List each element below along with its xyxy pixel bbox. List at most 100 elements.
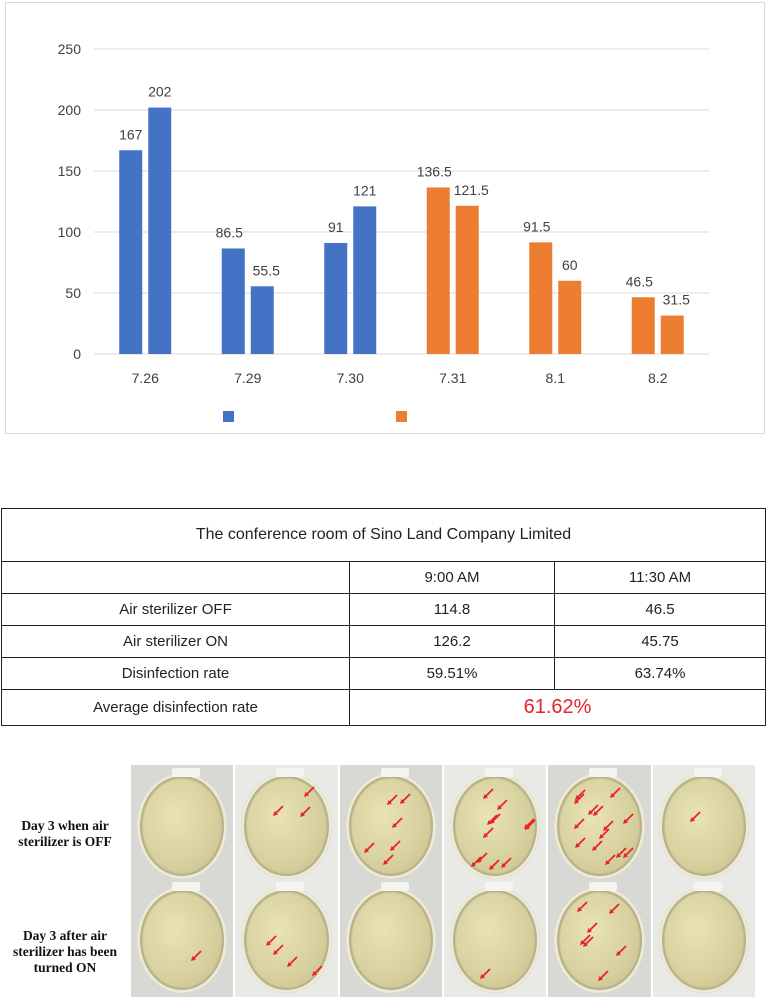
colony-arrow-icon — [582, 935, 594, 947]
data-label: 167 — [119, 126, 143, 142]
cell-value: 126.2 — [349, 625, 555, 658]
colony-arrow-icon — [489, 813, 501, 825]
dish-label-tag — [484, 882, 513, 891]
colony-arrow-icon — [602, 820, 614, 831]
bar — [455, 205, 479, 354]
petri-dish-photo — [235, 765, 338, 883]
colony-arrow-icon — [382, 854, 394, 866]
colony-arrow-icon — [470, 856, 482, 868]
bar — [353, 206, 377, 354]
dish-label-tag — [380, 882, 409, 891]
colony-arrow-icon — [524, 819, 536, 831]
bar — [631, 297, 655, 354]
petri-dish-photo — [548, 765, 651, 883]
bar — [324, 242, 348, 354]
dish-label-tag — [171, 882, 200, 891]
colony-arrow-icon — [604, 854, 616, 865]
average-value: 61.62% — [349, 689, 766, 726]
dish-label-tag — [380, 768, 409, 777]
petri-dish-photo — [652, 765, 755, 883]
dish-label-tag — [693, 768, 722, 777]
y-tick-label: 50 — [65, 285, 81, 301]
legend-swatch — [396, 411, 407, 422]
x-tick-label: 7.29 — [234, 370, 261, 386]
header-9am: 9:00 AM — [349, 561, 555, 594]
table-row: Air sterilizer ON 126.2 45.75 — [1, 625, 766, 658]
agar-surface — [351, 893, 430, 987]
colony-arrow-icon — [486, 814, 498, 826]
data-label: 60 — [562, 257, 578, 273]
label-sterilizer-off: Day 3 when air sterilizer is OFF — [18, 818, 112, 849]
agar-surface — [560, 893, 639, 987]
petri-dish-photo — [443, 879, 547, 997]
petri-dish-row-on — [131, 879, 755, 997]
row-label: Disinfection rate — [1, 657, 350, 690]
petri-dish-photo — [339, 765, 442, 883]
petri-dish-photo — [548, 879, 651, 997]
petri-dish-photo — [131, 879, 234, 997]
colony-arrow-icon — [622, 847, 634, 859]
agar-surface — [664, 779, 743, 873]
colony-arrow-icon — [597, 970, 609, 982]
colony-arrow-icon — [363, 841, 375, 853]
colony-arrow-icon — [592, 805, 604, 816]
bar — [660, 315, 684, 354]
bar — [558, 280, 582, 354]
colony-arrow-icon — [574, 837, 586, 848]
colony-arrow-icon — [576, 901, 588, 912]
petri-dish-photo — [339, 879, 442, 997]
petri-dish-photo — [235, 879, 338, 997]
colony-arrow-icon — [573, 818, 585, 830]
label-sterilizer-on: Day 3 after air sterilizer has been turn… — [13, 928, 117, 975]
data-label: 91.5 — [523, 218, 550, 234]
colony-arrow-icon — [190, 950, 202, 961]
colony-arrow-icon — [399, 792, 411, 804]
x-tick-label: 8.1 — [546, 370, 566, 386]
agar-surface — [143, 779, 222, 873]
data-label: 202 — [148, 84, 172, 100]
colony-arrow-icon — [608, 903, 620, 915]
colony-arrow-icon — [303, 786, 315, 798]
petri-dish-photo — [652, 879, 755, 997]
colony-arrow-icon — [311, 964, 323, 976]
bar — [221, 248, 245, 354]
cell-value: 59.51% — [349, 657, 555, 690]
dish-label-tag — [171, 768, 200, 777]
colony-arrow-icon — [587, 804, 600, 816]
row-label: Air sterilizer ON — [1, 625, 350, 658]
header-1130am: 11:30 AM — [554, 561, 766, 594]
y-tick-label: 250 — [58, 41, 82, 57]
dish-label-tag — [276, 882, 305, 891]
legend-swatch — [223, 411, 234, 422]
bar — [250, 286, 274, 354]
header-blank — [1, 561, 350, 594]
table-title: The conference room of Sino Land Company… — [1, 508, 766, 562]
agar-surface — [143, 893, 222, 987]
data-label: 91 — [328, 219, 344, 235]
data-label: 121 — [353, 182, 377, 198]
data-label: 31.5 — [663, 292, 690, 308]
table-row-average: Average disinfection rate 61.62% — [1, 689, 766, 726]
colony-arrow-icon — [391, 816, 403, 828]
dish-label-tag — [693, 882, 722, 891]
chart-canvas: 0 50 100 150 200 250 167 202 7.26 86.5 55.5 7.29 91 1… — [58, 41, 709, 422]
table-row: Disinfection rate 59.51% 63.74% — [1, 657, 766, 690]
x-tick-label: 8.2 — [648, 370, 668, 386]
colony-arrow-icon — [488, 859, 500, 870]
data-label: 136.5 — [417, 163, 452, 179]
cell-value: 46.5 — [554, 593, 766, 626]
colony-arrow-icon — [272, 805, 284, 816]
colony-arrow-icon — [286, 956, 298, 967]
colony-arrow-icon — [496, 799, 508, 810]
cell-value: 114.8 — [349, 593, 555, 626]
petri-dish-photo — [443, 765, 547, 883]
bar-chart: 0 50 100 150 200 250 167 202 7.26 86.5 55.5 7.29 91 1… — [5, 2, 765, 434]
row-label: Air sterilizer OFF — [1, 593, 350, 626]
table-row: Air sterilizer OFF 114.8 46.5 — [1, 593, 766, 626]
disinfection-table: The conference room of Sino Land Company… — [1, 508, 766, 726]
colony-arrow-icon — [689, 811, 701, 822]
data-label: 86.5 — [216, 224, 243, 240]
colony-arrow-icon — [386, 794, 398, 806]
petri-dish-row-off — [131, 765, 755, 883]
colony-arrow-icon — [272, 944, 284, 956]
